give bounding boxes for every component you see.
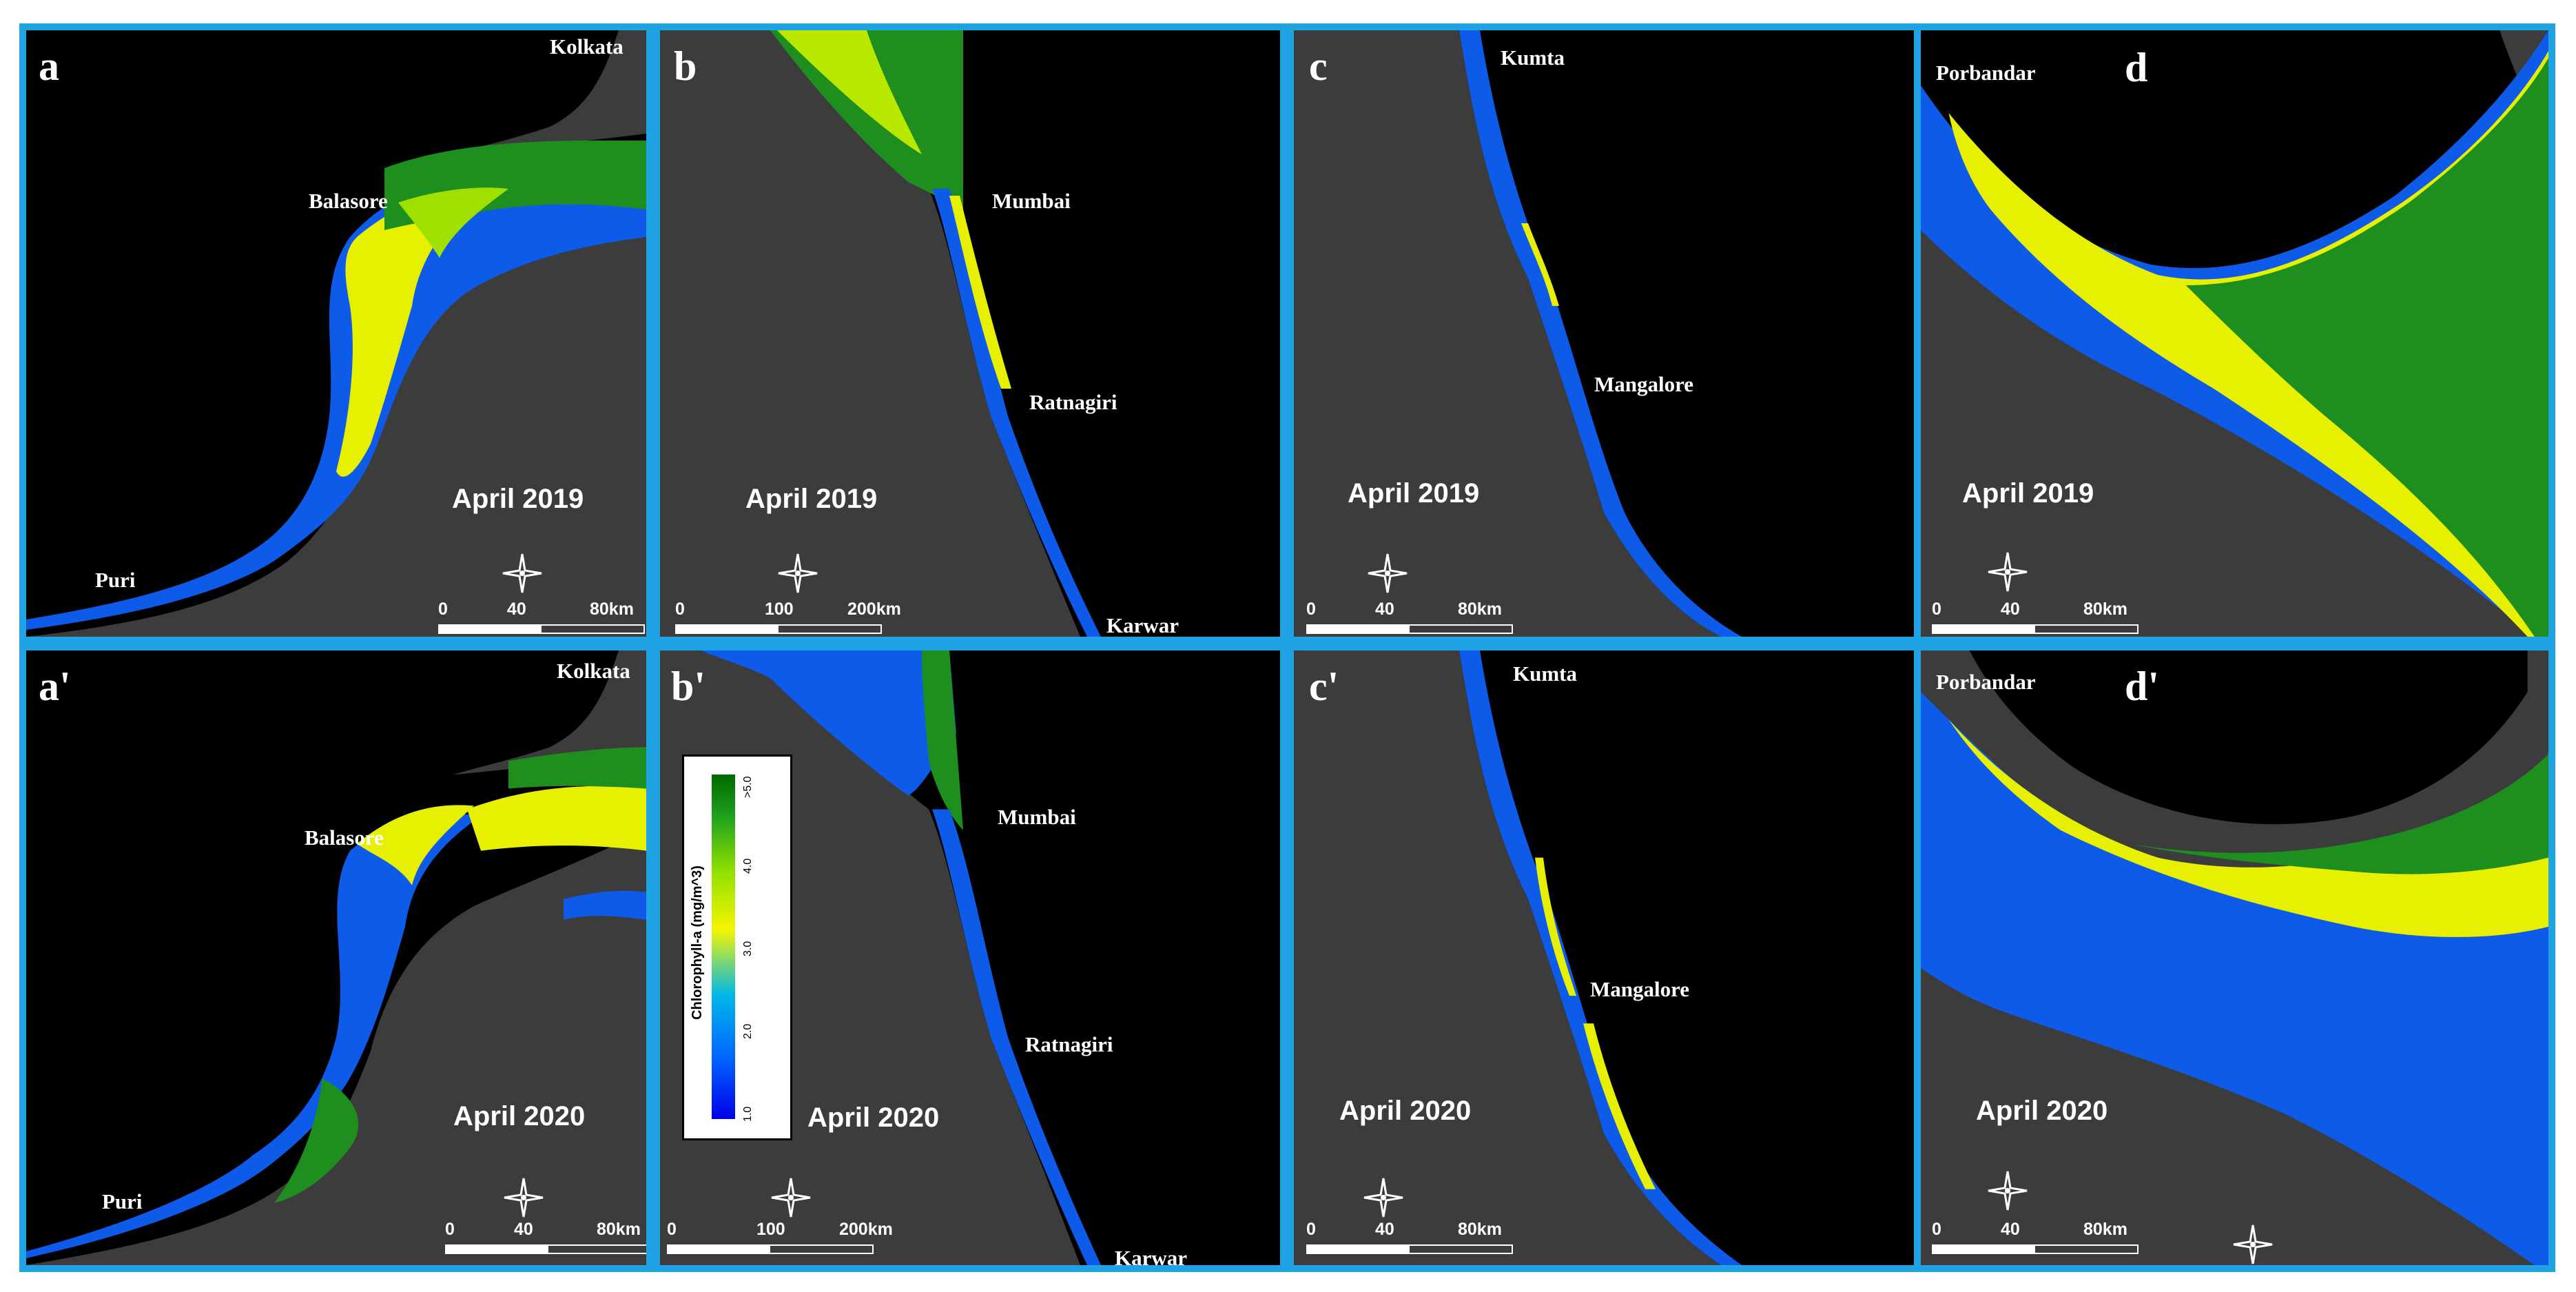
color-ramp — [712, 775, 735, 1119]
city-label-puri: Puri — [102, 1189, 143, 1213]
north-arrow-icon — [1367, 553, 1408, 594]
scale-bar: 0 40 80km — [1932, 599, 2139, 637]
date-label: April 2019 — [1962, 478, 2094, 509]
legend-title: Chlorophyll-a (mg/m^3) — [690, 865, 705, 1020]
city-label-mumbai: Mumbai — [992, 189, 1071, 213]
date-label: April 2020 — [807, 1103, 940, 1133]
date-label: April 2019 — [1348, 478, 1480, 509]
date-label: April 2020 — [453, 1101, 586, 1131]
panel-label: d' — [2125, 664, 2160, 709]
panel-label: c' — [1309, 664, 1339, 709]
panel-d: d Porbandar April 2019 0 40 80km — [1914, 23, 2555, 644]
city-label-ratnagiri: Ratnagiri — [1029, 390, 1117, 414]
scale-tick: 40 — [514, 1220, 533, 1239]
date-label: April 2019 — [452, 484, 584, 514]
map-c-prime — [1294, 650, 1914, 1265]
city-label-puri: Puri — [95, 568, 136, 592]
city-label-mangalore: Mangalore — [1590, 977, 1690, 1001]
city-label-balasore: Balasore — [305, 826, 384, 850]
north-arrow-icon — [503, 1177, 544, 1218]
panel-label: b' — [671, 664, 706, 709]
north-arrow-icon — [1363, 1177, 1404, 1218]
legend-tick: 1.0 — [742, 1106, 754, 1122]
chlorophyll-legend: Chlorophyll-a (mg/m^3) 1.0 2.0 3.0 4.0 >… — [682, 755, 792, 1140]
scale-bar: 0 40 80km — [438, 599, 645, 637]
map-d — [1921, 30, 2548, 637]
city-label-kolkata: Kolkata — [557, 659, 630, 683]
city-label-mangalore: Mangalore — [1594, 372, 1694, 396]
city-label-porbandar: Porbandar — [1936, 670, 2036, 694]
legend-tick: 3.0 — [742, 941, 754, 956]
north-arrow-icon — [2232, 1224, 2274, 1265]
panel-label: a' — [39, 664, 71, 709]
scale-bar: 0 100 200km — [667, 1220, 893, 1261]
north-arrow-icon — [1987, 551, 2028, 593]
date-label: April 2019 — [745, 484, 878, 514]
scale-tick: 0 — [1306, 599, 1316, 619]
legend-tick: 4.0 — [742, 858, 754, 874]
north-arrow-icon — [777, 553, 818, 594]
north-arrow-icon — [502, 553, 543, 594]
scale-bar: 0 40 80km — [1932, 1220, 2139, 1261]
scale-tick: 0 — [1306, 1220, 1316, 1239]
scale-tick: 0 — [1932, 1220, 1941, 1239]
panel-c-prime: c' Kumta Mangalore April 2020 0 40 80km — [1287, 644, 1921, 1272]
scale-tick: 100 — [756, 1220, 785, 1239]
scale-tick: 80km — [1458, 599, 1502, 619]
panel-a: a Kolkata Balasore Puri April 2019 0 40 … — [19, 23, 653, 644]
map-b — [660, 30, 1280, 637]
city-label-karwar: Karwar — [1106, 613, 1179, 637]
date-label: April 2020 — [1976, 1096, 2108, 1126]
panel-c: c Kumta Mangalore April 2019 0 40 80km — [1287, 23, 1921, 644]
city-label-balasore: Balasore — [309, 189, 388, 213]
scale-bar: 0 40 80km — [445, 1220, 646, 1261]
scale-bar: 0 40 80km — [1306, 1220, 1513, 1261]
scale-tick: 80km — [597, 1220, 641, 1239]
scale-tick: 40 — [2001, 1220, 2020, 1239]
scale-tick: 40 — [507, 599, 526, 619]
city-label-porbandar: Porbandar — [1936, 61, 2036, 85]
scale-tick: 200km — [839, 1220, 893, 1239]
north-arrow-icon — [1987, 1170, 2028, 1211]
scale-tick: 100 — [765, 599, 794, 619]
legend-tick: >5.0 — [742, 776, 754, 798]
city-label-mumbai: Mumbai — [998, 805, 1076, 829]
panel-b: b Mumbai Ratnagiri Karwar April 2019 0 1… — [653, 23, 1287, 644]
scale-tick: 80km — [2083, 1220, 2127, 1239]
scale-tick: 40 — [2001, 599, 2020, 619]
scale-tick: 0 — [1932, 599, 1941, 619]
scale-tick: 80km — [2083, 599, 2127, 619]
map-a-prime — [26, 650, 646, 1265]
scale-tick: 0 — [445, 1220, 455, 1239]
scale-tick: 80km — [1458, 1220, 1502, 1239]
legend-tick: 2.0 — [742, 1023, 754, 1039]
scale-tick: 40 — [1375, 599, 1394, 619]
scale-tick: 200km — [847, 599, 901, 619]
scale-bar: 0 100 200km — [675, 599, 901, 637]
scale-tick: 0 — [675, 599, 685, 619]
city-label-kolkata: Kolkata — [550, 34, 624, 59]
panel-a-prime: a' Kolkata Balasore Puri April 2020 0 40… — [19, 644, 653, 1272]
map-a — [26, 30, 646, 637]
city-label-kumta: Kumta — [1501, 45, 1565, 70]
date-label: April 2020 — [1339, 1096, 1472, 1126]
scale-tick: 0 — [667, 1220, 677, 1239]
city-label-kumta: Kumta — [1513, 662, 1577, 686]
map-d-prime — [1921, 650, 2548, 1265]
scale-tick: 0 — [438, 599, 448, 619]
map-c — [1294, 30, 1914, 637]
scale-bar: 0 40 80km — [1306, 599, 1513, 637]
city-label-ratnagiri: Ratnagiri — [1025, 1032, 1113, 1056]
scale-tick: 80km — [590, 599, 634, 619]
panel-label: a — [39, 43, 59, 89]
scale-tick: 40 — [1375, 1220, 1394, 1239]
city-label-karwar: Karwar — [1115, 1246, 1188, 1270]
panel-label: c — [1309, 43, 1328, 89]
panel-label: b — [674, 43, 697, 89]
panel-d-prime: d' Porbandar April 2020 0 40 80km — [1914, 644, 2555, 1272]
panel-label: d — [2125, 45, 2148, 90]
north-arrow-icon — [770, 1177, 812, 1218]
